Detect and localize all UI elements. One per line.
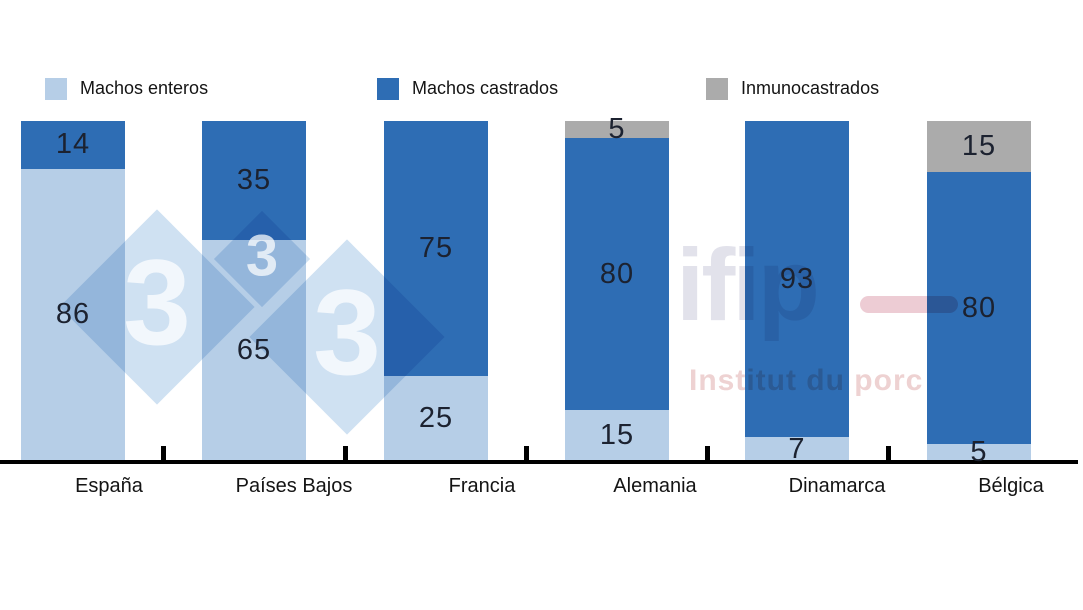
tres3-digit: 3 — [313, 264, 381, 401]
bar-segment: 15 — [927, 121, 1031, 172]
legend-label-inmunocastrados: Inmunocastrados — [741, 78, 880, 98]
bar-value-label: 80 — [961, 291, 997, 324]
bar-segment: 14 — [21, 121, 125, 169]
legend-item-machos-enteros: Machos enteros — [45, 77, 208, 100]
bar-segment: 15 — [565, 410, 669, 461]
x-axis-label: Alemania — [613, 475, 697, 497]
tres3-digit: 3 — [245, 223, 279, 289]
bar-value-label: 75 — [418, 232, 454, 264]
bar-value-label: 35 — [236, 164, 272, 196]
bar-value-label: 25 — [418, 402, 454, 434]
bar-value-label: 7 — [788, 432, 806, 465]
x-axis-tick — [886, 446, 891, 461]
legend-label-machos-castrados: Machos castrados — [412, 78, 559, 98]
bar-value-label: 14 — [55, 128, 91, 161]
x-axis-label: Dinamarca — [788, 475, 886, 497]
ifip-logo: ifip — [676, 228, 820, 342]
legend-swatch-machos-enteros-icon — [45, 77, 67, 100]
bar-segment: 25 — [384, 376, 488, 461]
x-axis-line — [0, 460, 1078, 464]
x-axis-tick — [524, 446, 529, 461]
x-axis-label: Bélgica — [978, 475, 1044, 497]
x-axis-tick — [705, 446, 710, 461]
legend-item-machos-castrados: Machos castrados — [377, 77, 558, 100]
legend-swatch-inmunocastrados-icon — [706, 77, 728, 100]
bar-value-label: 15 — [599, 419, 635, 451]
bar-segment: 5 — [927, 438, 1031, 467]
x-axis-label: Francia — [448, 475, 516, 497]
bar-segment: 5 — [565, 115, 669, 144]
bar-segment: 80 — [565, 138, 669, 410]
x-axis-label: Países Bajos — [235, 475, 353, 497]
legend-item-inmunocastrados: Inmunocastrados — [706, 77, 879, 100]
bar-value-label: 5 — [608, 113, 626, 145]
x-axis-tick — [343, 446, 348, 461]
legend-label-machos-enteros: Machos enteros — [80, 78, 209, 98]
bar-5: 93 7 — [745, 121, 849, 465]
bar-segment: 93 — [745, 121, 849, 438]
bar-value-label: 5 — [970, 436, 988, 468]
bar-value-label: 65 — [236, 334, 272, 366]
bar-segment: 7 — [745, 432, 849, 465]
ifip-dash-icon — [860, 296, 958, 313]
legend-swatch-machos-castrados-icon — [377, 77, 399, 100]
bar-value-label: 15 — [961, 130, 997, 162]
bar-value-label: 86 — [55, 298, 91, 331]
tres3-digit: 3 — [123, 234, 191, 371]
bar-3: 75 25 — [384, 121, 488, 461]
bar-4: 5 80 15 — [565, 115, 669, 461]
ifip-subtitle: Institut du porc — [689, 364, 924, 397]
x-axis-label: España — [75, 475, 143, 497]
bar-1: 14 86 — [21, 121, 125, 461]
bar-value-label: 80 — [599, 257, 635, 290]
bar-value-label: 93 — [779, 262, 815, 295]
bar-6: 15 80 5 — [927, 121, 1031, 467]
x-axis-tick — [161, 446, 166, 461]
